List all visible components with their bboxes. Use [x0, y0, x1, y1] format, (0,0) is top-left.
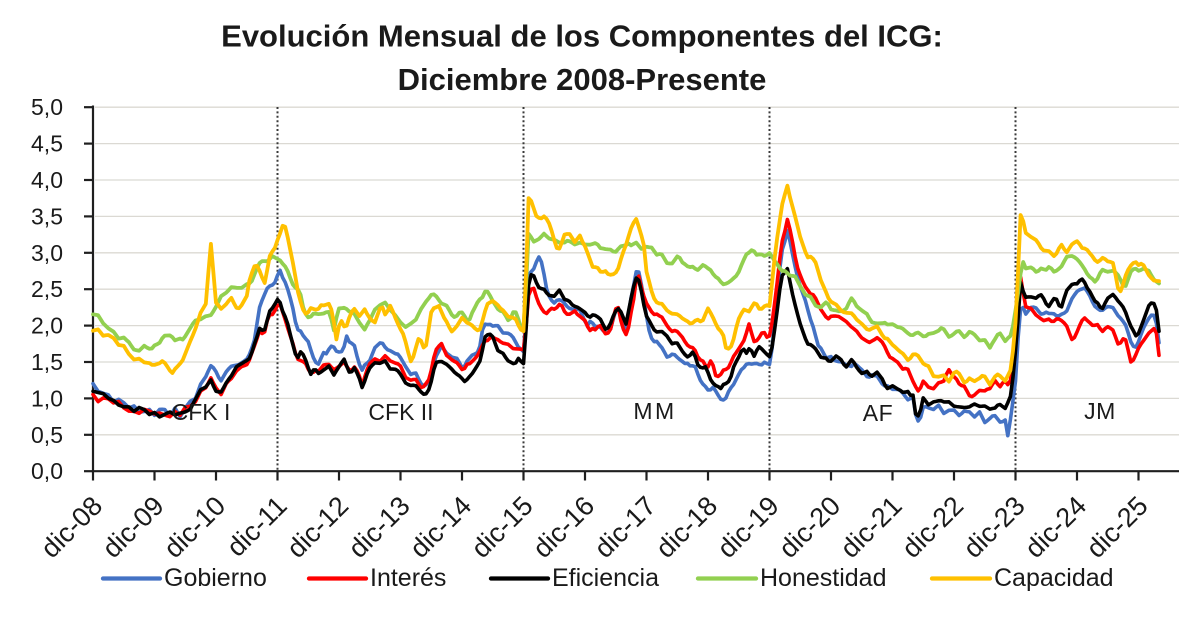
svg-text:dic-12: dic-12	[281, 491, 354, 564]
svg-text:CFK I: CFK I	[172, 399, 231, 425]
svg-text:dic-16: dic-16	[527, 491, 600, 564]
svg-text:1,0: 1,0	[31, 385, 63, 411]
svg-text:dic-09: dic-09	[97, 491, 170, 564]
svg-text:dic-19: dic-19	[712, 491, 785, 564]
svg-text:dic-17: dic-17	[589, 491, 662, 564]
svg-text:Gobierno: Gobierno	[164, 564, 267, 592]
svg-text:Honestidad: Honestidad	[760, 564, 886, 592]
svg-text:dic-08: dic-08	[35, 491, 108, 564]
svg-text:2,0: 2,0	[31, 313, 63, 339]
svg-text:AF: AF	[863, 400, 893, 426]
svg-text:MM: MM	[633, 398, 676, 424]
svg-text:JM: JM	[1084, 398, 1116, 424]
svg-text:3,5: 3,5	[31, 203, 63, 229]
svg-text:4,5: 4,5	[31, 131, 63, 157]
svg-text:dic-25: dic-25	[1081, 491, 1154, 564]
svg-text:0,5: 0,5	[31, 422, 63, 448]
svg-text:dic-10: dic-10	[158, 491, 231, 564]
svg-text:1,5: 1,5	[31, 349, 63, 375]
svg-text:5,0: 5,0	[31, 94, 63, 120]
svg-text:dic-18: dic-18	[650, 491, 723, 564]
svg-text:dic-21: dic-21	[835, 491, 908, 564]
svg-text:dic-23: dic-23	[958, 491, 1031, 564]
svg-text:0,0: 0,0	[31, 458, 63, 484]
svg-text:dic-13: dic-13	[343, 491, 416, 564]
svg-text:Evolución Mensual de los Compo: Evolución Mensual de los Componentes del…	[221, 19, 943, 54]
svg-text:Diciembre 2008-Presente: Diciembre 2008-Presente	[398, 62, 767, 97]
svg-text:Eficiencia: Eficiencia	[552, 564, 659, 592]
svg-text:dic-24: dic-24	[1019, 491, 1092, 564]
svg-text:4,0: 4,0	[31, 167, 63, 193]
svg-text:3,0: 3,0	[31, 240, 63, 266]
svg-text:dic-14: dic-14	[404, 491, 477, 564]
svg-text:dic-22: dic-22	[896, 491, 969, 564]
svg-text:dic-11: dic-11	[221, 491, 293, 563]
svg-text:2,5: 2,5	[31, 276, 63, 302]
svg-text:Capacidad: Capacidad	[994, 564, 1114, 592]
svg-text:dic-15: dic-15	[466, 491, 539, 564]
svg-text:CFK II: CFK II	[368, 399, 433, 425]
svg-text:dic-20: dic-20	[773, 491, 846, 564]
svg-text:Interés: Interés	[370, 564, 446, 592]
